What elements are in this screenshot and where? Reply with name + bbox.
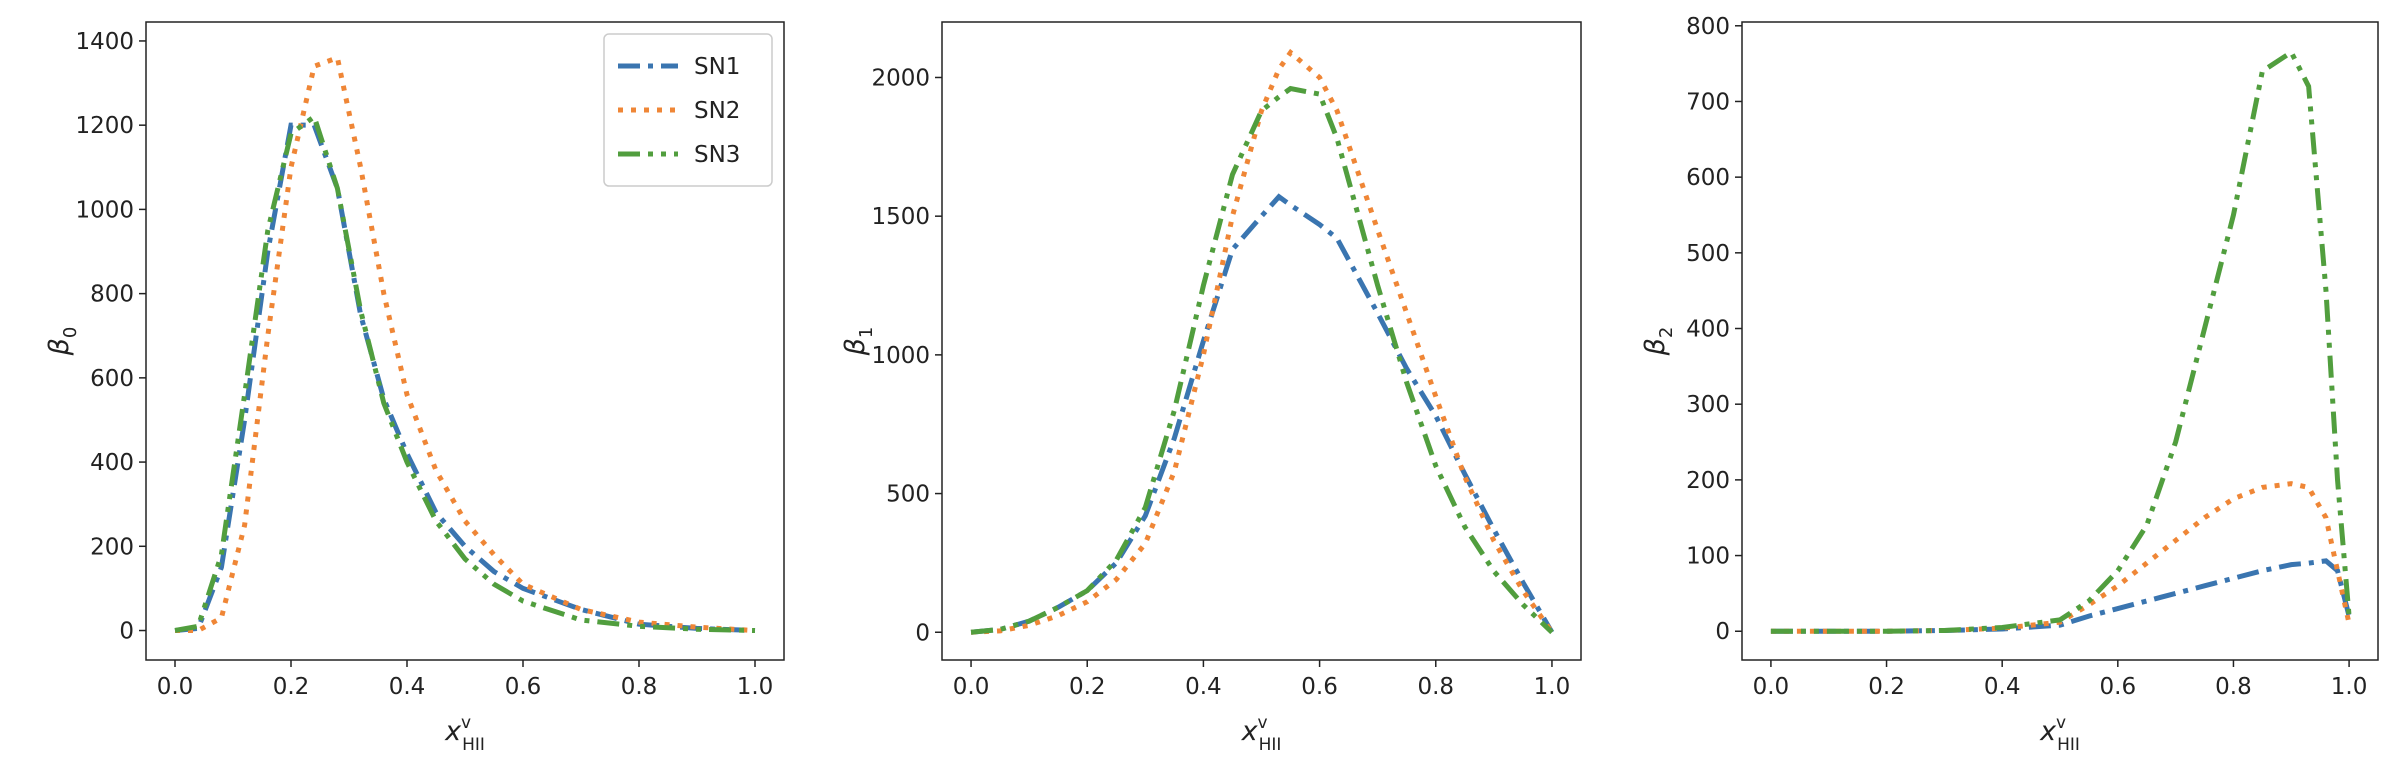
series-line bbox=[970, 85, 1554, 635]
x-tick-label: 0.2 bbox=[273, 674, 310, 700]
x-tick-label: 0.2 bbox=[1069, 674, 1106, 700]
x-label-base: x bbox=[2039, 716, 2057, 747]
y-tick-label: 1400 bbox=[75, 29, 134, 55]
x-tick-label: 0.2 bbox=[1868, 674, 1905, 700]
x-tick-label: 0.8 bbox=[2215, 674, 2252, 700]
y-label-sub: 1 bbox=[856, 327, 877, 338]
y-tick-label: 300 bbox=[1686, 392, 1730, 418]
x-axis-label: xv HII bbox=[1241, 713, 1282, 755]
y-axis-label: β1 bbox=[840, 327, 877, 357]
series-line bbox=[174, 122, 756, 634]
y-tick-label: 500 bbox=[886, 482, 930, 508]
series-line bbox=[1770, 48, 2352, 634]
y-label-base: β bbox=[840, 338, 871, 356]
x-label-sup: v bbox=[2056, 713, 2066, 733]
y-tick-label: 200 bbox=[90, 534, 134, 560]
legend-label: SN2 bbox=[694, 98, 740, 124]
x-label-sub: HII bbox=[462, 735, 485, 755]
y-tick-label: 100 bbox=[1686, 544, 1730, 570]
x-tick-label: 0.4 bbox=[389, 674, 426, 700]
legend-label: SN1 bbox=[694, 54, 740, 80]
series-line bbox=[970, 48, 1555, 635]
x-tick-label: 0.0 bbox=[157, 674, 194, 700]
series-line bbox=[174, 112, 756, 634]
x-tick-label: 0.8 bbox=[621, 674, 658, 700]
x-label-base: x bbox=[1241, 716, 1259, 747]
x-tick-label: 1.0 bbox=[1534, 674, 1571, 700]
y-tick-label: 1500 bbox=[871, 204, 930, 230]
y-tick-label: 0 bbox=[119, 619, 134, 645]
x-tick-label: 0.0 bbox=[953, 674, 990, 700]
series-line bbox=[970, 193, 1555, 635]
x-tick-label: 0.6 bbox=[1301, 674, 1338, 700]
x-label-sub: HII bbox=[1259, 735, 1282, 755]
x-label-sup: v bbox=[1258, 713, 1268, 733]
x-axis-label: xv HII bbox=[2039, 713, 2080, 755]
y-tick-label: 1000 bbox=[871, 343, 930, 369]
y-tick-label: 600 bbox=[1686, 165, 1730, 191]
x-tick-label: 0.4 bbox=[1984, 674, 2021, 700]
y-label-base: β bbox=[1640, 338, 1671, 356]
y-tick-label: 200 bbox=[1686, 468, 1730, 494]
y-tick-label: 1000 bbox=[75, 197, 134, 223]
x-tick-label: 0.6 bbox=[505, 674, 542, 700]
x-tick-label: 0.4 bbox=[1185, 674, 1222, 700]
legend-label: SN3 bbox=[694, 142, 740, 168]
y-tick-label: 400 bbox=[90, 450, 134, 476]
y-tick-label: 0 bbox=[1715, 619, 1730, 645]
y-label-sub: 0 bbox=[60, 327, 81, 338]
y-axis-label: β0 bbox=[44, 327, 81, 357]
y-tick-label: 700 bbox=[1686, 89, 1730, 115]
y-tick-label: 400 bbox=[1686, 317, 1730, 343]
y-tick-label: 800 bbox=[1686, 14, 1730, 40]
x-tick-label: 0.0 bbox=[1753, 674, 1790, 700]
x-tick-label: 0.8 bbox=[1417, 674, 1454, 700]
y-tick-label: 1200 bbox=[75, 113, 134, 139]
x-axis-label: xv HII bbox=[444, 713, 485, 755]
legend-box bbox=[603, 33, 773, 187]
series-line bbox=[1770, 481, 2352, 634]
y-label-base: β bbox=[44, 338, 75, 356]
y-tick-label: 0 bbox=[915, 620, 930, 646]
y-axis-label: β2 bbox=[1640, 327, 1677, 357]
x-label-sub: HII bbox=[2057, 735, 2080, 755]
series-line bbox=[1770, 558, 2352, 634]
plot-frame bbox=[941, 21, 1582, 661]
legend: SN1 SN2 SN3 bbox=[603, 33, 773, 187]
plot-frame bbox=[1741, 21, 2379, 661]
y-tick-label: 2000 bbox=[871, 65, 930, 91]
x-tick-label: 1.0 bbox=[737, 674, 774, 700]
x-tick-label: 1.0 bbox=[2331, 674, 2368, 700]
series-line bbox=[175, 54, 756, 634]
y-label-sub: 2 bbox=[1656, 327, 1677, 338]
y-tick-label: 600 bbox=[90, 366, 134, 392]
x-label-base: x bbox=[444, 716, 462, 747]
y-tick-label: 500 bbox=[1686, 241, 1730, 267]
x-label-sup: v bbox=[461, 713, 471, 733]
x-tick-label: 0.6 bbox=[2100, 674, 2137, 700]
plot-frame bbox=[145, 21, 785, 661]
y-tick-label: 800 bbox=[90, 282, 134, 308]
